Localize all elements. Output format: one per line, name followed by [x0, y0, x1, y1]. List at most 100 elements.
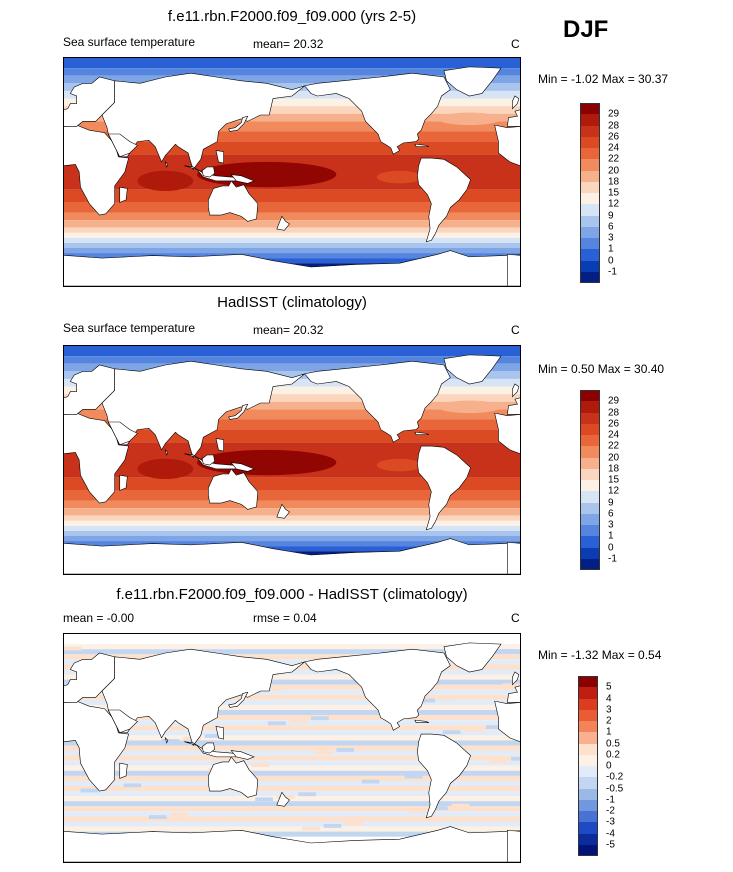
landmass-africa: [495, 125, 520, 215]
colorbar-label: 12: [608, 485, 620, 497]
panel-3-colorbar: 5 4 3 2 1 0.5 0.2 0 -0.2 -0.5 -1 -2 -3 -4 -5: [578, 676, 638, 856]
panel-1-map-svg: [64, 58, 520, 286]
diff-patch: [408, 808, 427, 813]
landmass-srilanka: [165, 450, 168, 455]
colorbar-swatch: [580, 103, 600, 115]
indian-ocean-warm: [137, 170, 194, 191]
diff-patch: [302, 826, 320, 831]
diff-patch: [148, 815, 167, 819]
landmass-asia: [102, 73, 305, 169]
diff-patch: [264, 687, 282, 691]
diff-band: [64, 816, 520, 822]
diff-patch: [267, 721, 286, 726]
landmass-antarctica: [507, 827, 520, 862]
colorbar-swatch: [580, 513, 600, 525]
colorbar-swatch: [578, 698, 598, 710]
colorbar-label: 1: [608, 530, 614, 542]
colorbar-swatch: [580, 193, 600, 205]
panel-2-mean: mean= 20.32: [253, 323, 324, 337]
panel-1-mean: mean= 20.32: [253, 37, 324, 51]
colorbar-swatch: [578, 743, 598, 755]
landmass-australia: [208, 757, 257, 798]
panel-3-map-svg: [64, 634, 520, 862]
colorbar-label: 22: [608, 153, 620, 165]
landmass-namerica: [305, 649, 451, 730]
diff-band: [64, 679, 520, 685]
colorbar-swatch: [580, 170, 600, 182]
colorbar-label: 26: [608, 418, 620, 430]
landmass-greenland: [444, 67, 501, 96]
diff-patch: [498, 649, 517, 653]
sst-band: [64, 546, 520, 552]
sst-band: [64, 508, 520, 516]
colorbar-swatch: [580, 136, 600, 148]
sst-band: [64, 525, 520, 531]
diff-patch: [80, 788, 99, 793]
colorbar-label: 26: [608, 131, 620, 143]
colorbar-swatch: [580, 125, 600, 137]
colorbar-swatch: [580, 271, 600, 283]
colorbar-swatch: [580, 215, 600, 227]
diff-band: [64, 659, 520, 665]
diff-patch: [102, 786, 120, 790]
diff-patch: [451, 803, 470, 808]
landmass-namerica: [305, 73, 451, 154]
diff-band: [64, 674, 520, 680]
landmass-japan: [229, 116, 248, 131]
landmass-newguinea: [231, 175, 254, 184]
diff-band: [64, 735, 520, 741]
landmass-europe: [64, 77, 115, 126]
colorbar-label: 9: [608, 210, 614, 221]
sst-band: [64, 477, 520, 491]
landmass-arabia: [108, 422, 137, 445]
landmass-uk: [512, 384, 518, 397]
gulf-stream: [437, 400, 501, 414]
diff-band: [64, 765, 520, 771]
diff-patch: [357, 745, 376, 750]
diff-band: [64, 644, 520, 650]
colorbar-swatch: [580, 491, 600, 503]
colorbar-label: 0.2: [606, 749, 620, 761]
colorbar-swatch: [578, 732, 598, 744]
landmass-samerica: [417, 734, 470, 818]
sst-band: [64, 202, 520, 213]
colorbar-swatch: [580, 114, 600, 126]
colorbar-swatch: [580, 401, 600, 413]
diff-patch: [123, 783, 142, 788]
colorbar-swatch: [580, 457, 600, 469]
colorbar-label: 0.5: [606, 738, 620, 749]
landmass-europe: [64, 653, 115, 702]
colorbar-swatch: [578, 777, 598, 789]
sst-band: [64, 189, 520, 203]
colorbar-label: 9: [608, 497, 614, 508]
diff-patch: [404, 774, 423, 779]
diff-patch: [442, 730, 461, 735]
colorbar-swatch: [580, 480, 600, 492]
sst-band: [64, 356, 520, 364]
sst-band: [64, 113, 520, 122]
landmass-uk: [512, 96, 518, 109]
warm-pool: [197, 161, 337, 188]
season-label: DJF: [563, 16, 609, 43]
landmass-nz: [277, 216, 290, 230]
diff-band: [64, 654, 520, 660]
colorbar-swatch: [580, 558, 600, 570]
colorbar-label: 20: [608, 165, 620, 176]
sst-band: [64, 536, 520, 542]
diff-patch: [161, 739, 180, 743]
diff-patch: [485, 725, 504, 729]
landmass-madagascar: [120, 187, 128, 202]
colorbar-swatch: [578, 754, 598, 766]
diff-band: [64, 725, 520, 731]
landmass-asia: [102, 649, 305, 745]
diff-band: [64, 831, 520, 837]
diff-patch: [289, 718, 308, 723]
landmass-australia: [208, 469, 257, 510]
landmass-cuba: [415, 144, 429, 147]
colorbar-label: 1: [608, 243, 614, 255]
diff-band: [64, 684, 520, 690]
diff-band: [64, 806, 520, 812]
panel-2-title: HadISST (climatology): [217, 294, 367, 311]
colorbar-swatch: [580, 525, 600, 537]
landmass-nz: [277, 792, 290, 806]
